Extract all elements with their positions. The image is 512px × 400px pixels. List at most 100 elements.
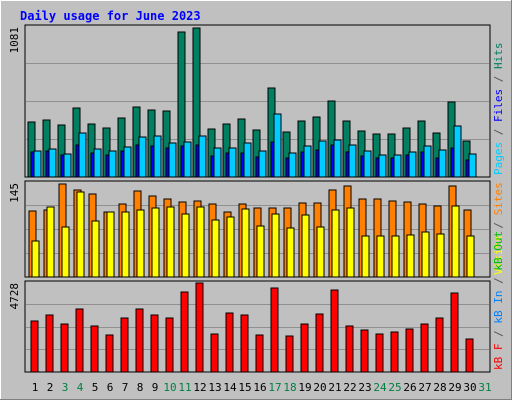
bar-pages: [363, 150, 372, 178]
legend-hits: Pages / Files / Hits: [492, 43, 505, 176]
legend-entry: Hits: [492, 43, 505, 70]
bar-visits: [391, 235, 400, 278]
bar-visits: [76, 191, 85, 278]
bar-visits: [166, 206, 175, 278]
bar-pages: [453, 125, 462, 178]
legend-entry: Sites: [492, 182, 505, 215]
bar-pages: [423, 145, 432, 178]
legend-entry: Visits: [492, 235, 505, 275]
x-tick-label: 13: [208, 381, 221, 394]
bar-pages: [108, 150, 117, 178]
x-tick-label: 6: [107, 381, 114, 394]
bar-pages: [198, 135, 207, 178]
bar-kb-f: [435, 317, 444, 373]
y-max-label-visits: 145: [8, 183, 21, 203]
bar-pages: [468, 153, 477, 178]
x-tick-label: 12: [193, 381, 206, 394]
bar-pages: [438, 149, 447, 178]
x-tick-label: 25: [388, 381, 401, 394]
x-axis-day-labels: 1 2 3 4 5 6 7 8 9 10 11 12 13 14 15 16 17 18 19 20 21 22 23 24 2…: [32, 381, 492, 394]
bar-visits: [181, 213, 190, 278]
bar-visits: [136, 209, 145, 278]
bar-visits: [286, 227, 295, 278]
legend-entry: /: [492, 69, 505, 89]
bar-visits: [301, 214, 310, 278]
x-tick-label: 23: [358, 381, 371, 394]
x-tick-label: 21: [328, 381, 341, 394]
x-tick-label: 27: [418, 381, 431, 394]
bar-kb-f: [255, 334, 264, 373]
bar-visits: [331, 209, 340, 278]
bar-kb-f: [150, 314, 159, 373]
bar-kb-f: [390, 331, 399, 373]
bar-visits: [256, 225, 265, 278]
bar-visits: [106, 211, 115, 278]
x-tick-label: 4: [77, 381, 84, 394]
bar-kb-f: [450, 292, 459, 373]
bar-pages: [348, 144, 357, 178]
bar-kb-f: [330, 289, 339, 373]
bar-pages: [243, 142, 252, 178]
legend-visits: Visits / Sites: [492, 182, 505, 275]
bar-visits: [316, 226, 325, 278]
bar-pages: [123, 146, 132, 178]
bar-visits: [226, 216, 235, 278]
bar-kb-f: [105, 334, 114, 373]
bar-kb-f: [240, 314, 249, 373]
bar-visits: [271, 213, 280, 278]
x-tick-label: 29: [448, 381, 461, 394]
bar-visits: [346, 207, 355, 278]
bar-pages: [48, 148, 57, 178]
bar-kb-f: [285, 335, 294, 373]
bar-pages: [78, 132, 87, 178]
bar-kb-f: [375, 333, 384, 373]
bar-pages: [213, 147, 222, 178]
bar-visits: [196, 206, 205, 278]
y-max-label-kbytes: 4728: [8, 283, 21, 310]
bar-visits: [121, 211, 130, 278]
bar-visits: [31, 240, 40, 278]
x-tick-label: 18: [283, 381, 296, 394]
bar-visits: [421, 231, 430, 278]
x-tick-label: 30: [463, 381, 476, 394]
x-tick-label: 28: [433, 381, 446, 394]
panel-hits: 1081 Pages / Files / Hits: [8, 24, 505, 178]
x-tick-label: 14: [223, 381, 237, 394]
x-tick-label: 5: [92, 381, 99, 394]
bar-pages: [408, 151, 417, 178]
legend-entry: /: [492, 215, 505, 235]
x-tick-label: 11: [178, 381, 191, 394]
bar-kb-f: [180, 291, 189, 373]
x-tick-label: 7: [122, 381, 129, 394]
x-tick-label: 24: [373, 381, 387, 394]
bar-kb-f: [120, 317, 129, 373]
bar-visits: [46, 206, 55, 278]
bar-kb-f: [90, 325, 99, 373]
x-tick-label: 2: [47, 381, 54, 394]
bar-visits: [451, 205, 460, 278]
x-tick-label: 17: [268, 381, 281, 394]
x-tick-label: 31: [478, 381, 491, 394]
bar-pages: [153, 135, 162, 178]
bar-pages: [273, 113, 282, 178]
bar-kb-f: [300, 323, 309, 373]
bar-kb-f: [195, 282, 204, 373]
bar-pages: [318, 140, 327, 178]
x-tick-label: 3: [62, 381, 69, 394]
legend-entry: kB F: [492, 344, 505, 371]
legend-entry: /: [492, 324, 505, 344]
bar-kb-f: [45, 314, 54, 373]
bar-kb-f: [30, 320, 39, 373]
bar-visits: [406, 234, 415, 278]
x-tick-label: 22: [343, 381, 356, 394]
bar-visits: [376, 235, 385, 278]
bar-pages: [303, 145, 312, 178]
bar-kb-f: [60, 323, 69, 373]
bar-visits: [436, 233, 445, 278]
bar-pages: [33, 150, 42, 178]
y-max-label-hits: 1081: [8, 27, 21, 54]
bar-pages: [63, 153, 72, 178]
x-tick-label: 15: [238, 381, 251, 394]
bar-visits: [151, 207, 160, 278]
